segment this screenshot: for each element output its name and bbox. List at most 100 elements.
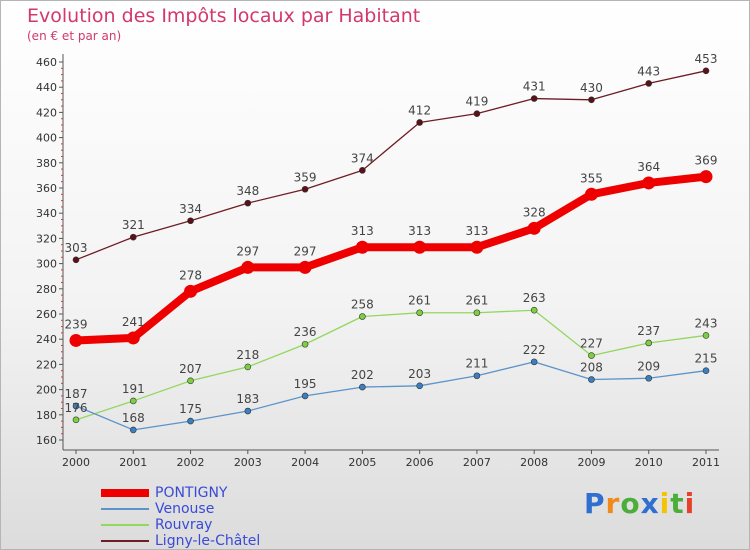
data-point <box>355 240 369 254</box>
legend-label: Ligny-le-Châtel <box>155 533 261 549</box>
data-label: 453 <box>695 52 718 66</box>
data-label: 215 <box>695 352 718 366</box>
legend-swatch <box>101 540 149 542</box>
data-point <box>244 407 252 415</box>
data-label: 355 <box>580 171 603 185</box>
data-point <box>184 284 198 298</box>
data-point <box>470 240 484 254</box>
data-label: 328 <box>523 205 546 219</box>
y-tick-label: 460 <box>36 56 57 69</box>
data-point <box>187 377 194 385</box>
data-label: 261 <box>408 294 431 308</box>
logo-letter: i <box>684 487 696 520</box>
y-tick-label: 440 <box>36 81 57 94</box>
y-tick-label: 400 <box>36 132 57 145</box>
data-label: 237 <box>637 324 660 338</box>
series-line-0 <box>72 172 710 345</box>
x-tick-label: 2005 <box>348 456 376 469</box>
legend-label: PONTIGNY <box>155 485 228 501</box>
x-tick-label: 2009 <box>577 456 605 469</box>
data-point <box>645 80 653 87</box>
x-tick-label: 2003 <box>234 456 262 469</box>
data-label: 412 <box>408 103 431 117</box>
data-point <box>702 367 710 375</box>
logo-letter: i <box>659 487 671 520</box>
data-point <box>129 233 137 241</box>
data-label: 176 <box>65 401 88 415</box>
chart-title: Evolution des Impôts locaux par Habitant <box>27 5 421 27</box>
data-point <box>301 392 309 400</box>
data-label: 313 <box>351 224 374 238</box>
data-point <box>527 221 541 235</box>
x-tick-label: 2000 <box>62 456 90 469</box>
data-point <box>645 374 653 382</box>
y-tick-label: 380 <box>36 157 57 170</box>
data-label: 278 <box>179 268 202 282</box>
data-label: 209 <box>637 359 660 373</box>
data-point <box>129 426 137 434</box>
data-label: 303 <box>65 241 88 255</box>
data-point <box>588 96 595 104</box>
y-tick-label: 260 <box>36 308 57 321</box>
data-point <box>473 309 481 317</box>
data-point <box>588 352 595 359</box>
y-tick-label: 240 <box>36 333 57 346</box>
legend-label: Rouvray <box>155 517 213 533</box>
data-point <box>187 217 194 225</box>
data-point <box>72 416 80 424</box>
data-point <box>699 170 713 184</box>
data-label: 168 <box>122 411 145 425</box>
data-point <box>359 313 366 320</box>
data-label: 227 <box>580 337 603 351</box>
data-label: 297 <box>294 244 317 258</box>
data-label: 191 <box>122 382 145 396</box>
data-label: 207 <box>179 362 202 376</box>
x-tick-label: 2010 <box>635 456 663 469</box>
legend-swatch <box>101 524 149 526</box>
x-tick-label: 2007 <box>463 456 491 469</box>
data-label: 313 <box>465 224 488 238</box>
data-point <box>301 185 309 193</box>
data-point <box>359 167 366 174</box>
legend-item-ligny: Ligny-le-Châtel <box>101 533 401 549</box>
data-point <box>413 240 427 254</box>
legend-swatch <box>101 489 149 497</box>
series-line-3 <box>75 70 707 261</box>
legend-item-rouvray: Rouvray <box>101 517 401 533</box>
data-point <box>187 417 194 425</box>
logo-letter: r <box>605 487 621 520</box>
data-point <box>244 363 252 371</box>
data-point <box>530 95 538 102</box>
proxiti-logo: Proxiti <box>584 487 695 520</box>
data-label: 261 <box>465 294 488 308</box>
logo-letter: P <box>584 487 606 520</box>
data-point <box>530 306 538 314</box>
y-tick-label: 200 <box>36 384 57 397</box>
data-label: 297 <box>236 244 259 258</box>
data-point <box>301 340 309 348</box>
y-tick-label: 420 <box>36 106 57 119</box>
data-label: 243 <box>695 316 718 330</box>
data-label: 431 <box>523 80 546 94</box>
data-label: 364 <box>637 160 660 174</box>
series-line-2 <box>75 309 707 421</box>
data-point <box>244 199 252 207</box>
y-tick-label: 300 <box>36 258 57 271</box>
data-label: 183 <box>236 392 259 406</box>
data-label: 374 <box>351 151 374 165</box>
data-label: 202 <box>351 368 374 382</box>
data-label: 430 <box>580 81 603 95</box>
data-label: 258 <box>351 298 374 312</box>
x-tick-label: 2008 <box>520 456 548 469</box>
data-label: 419 <box>465 95 488 109</box>
data-label: 443 <box>637 64 660 78</box>
y-tick-label: 320 <box>36 232 57 245</box>
data-point <box>416 119 423 126</box>
x-tick-label: 2002 <box>177 456 205 469</box>
y-tick-label: 360 <box>36 182 57 195</box>
y-tick-label: 340 <box>36 207 57 220</box>
data-label: 187 <box>65 387 88 401</box>
y-tick-label: 160 <box>36 434 57 447</box>
data-point <box>473 110 481 117</box>
data-point <box>241 260 255 274</box>
